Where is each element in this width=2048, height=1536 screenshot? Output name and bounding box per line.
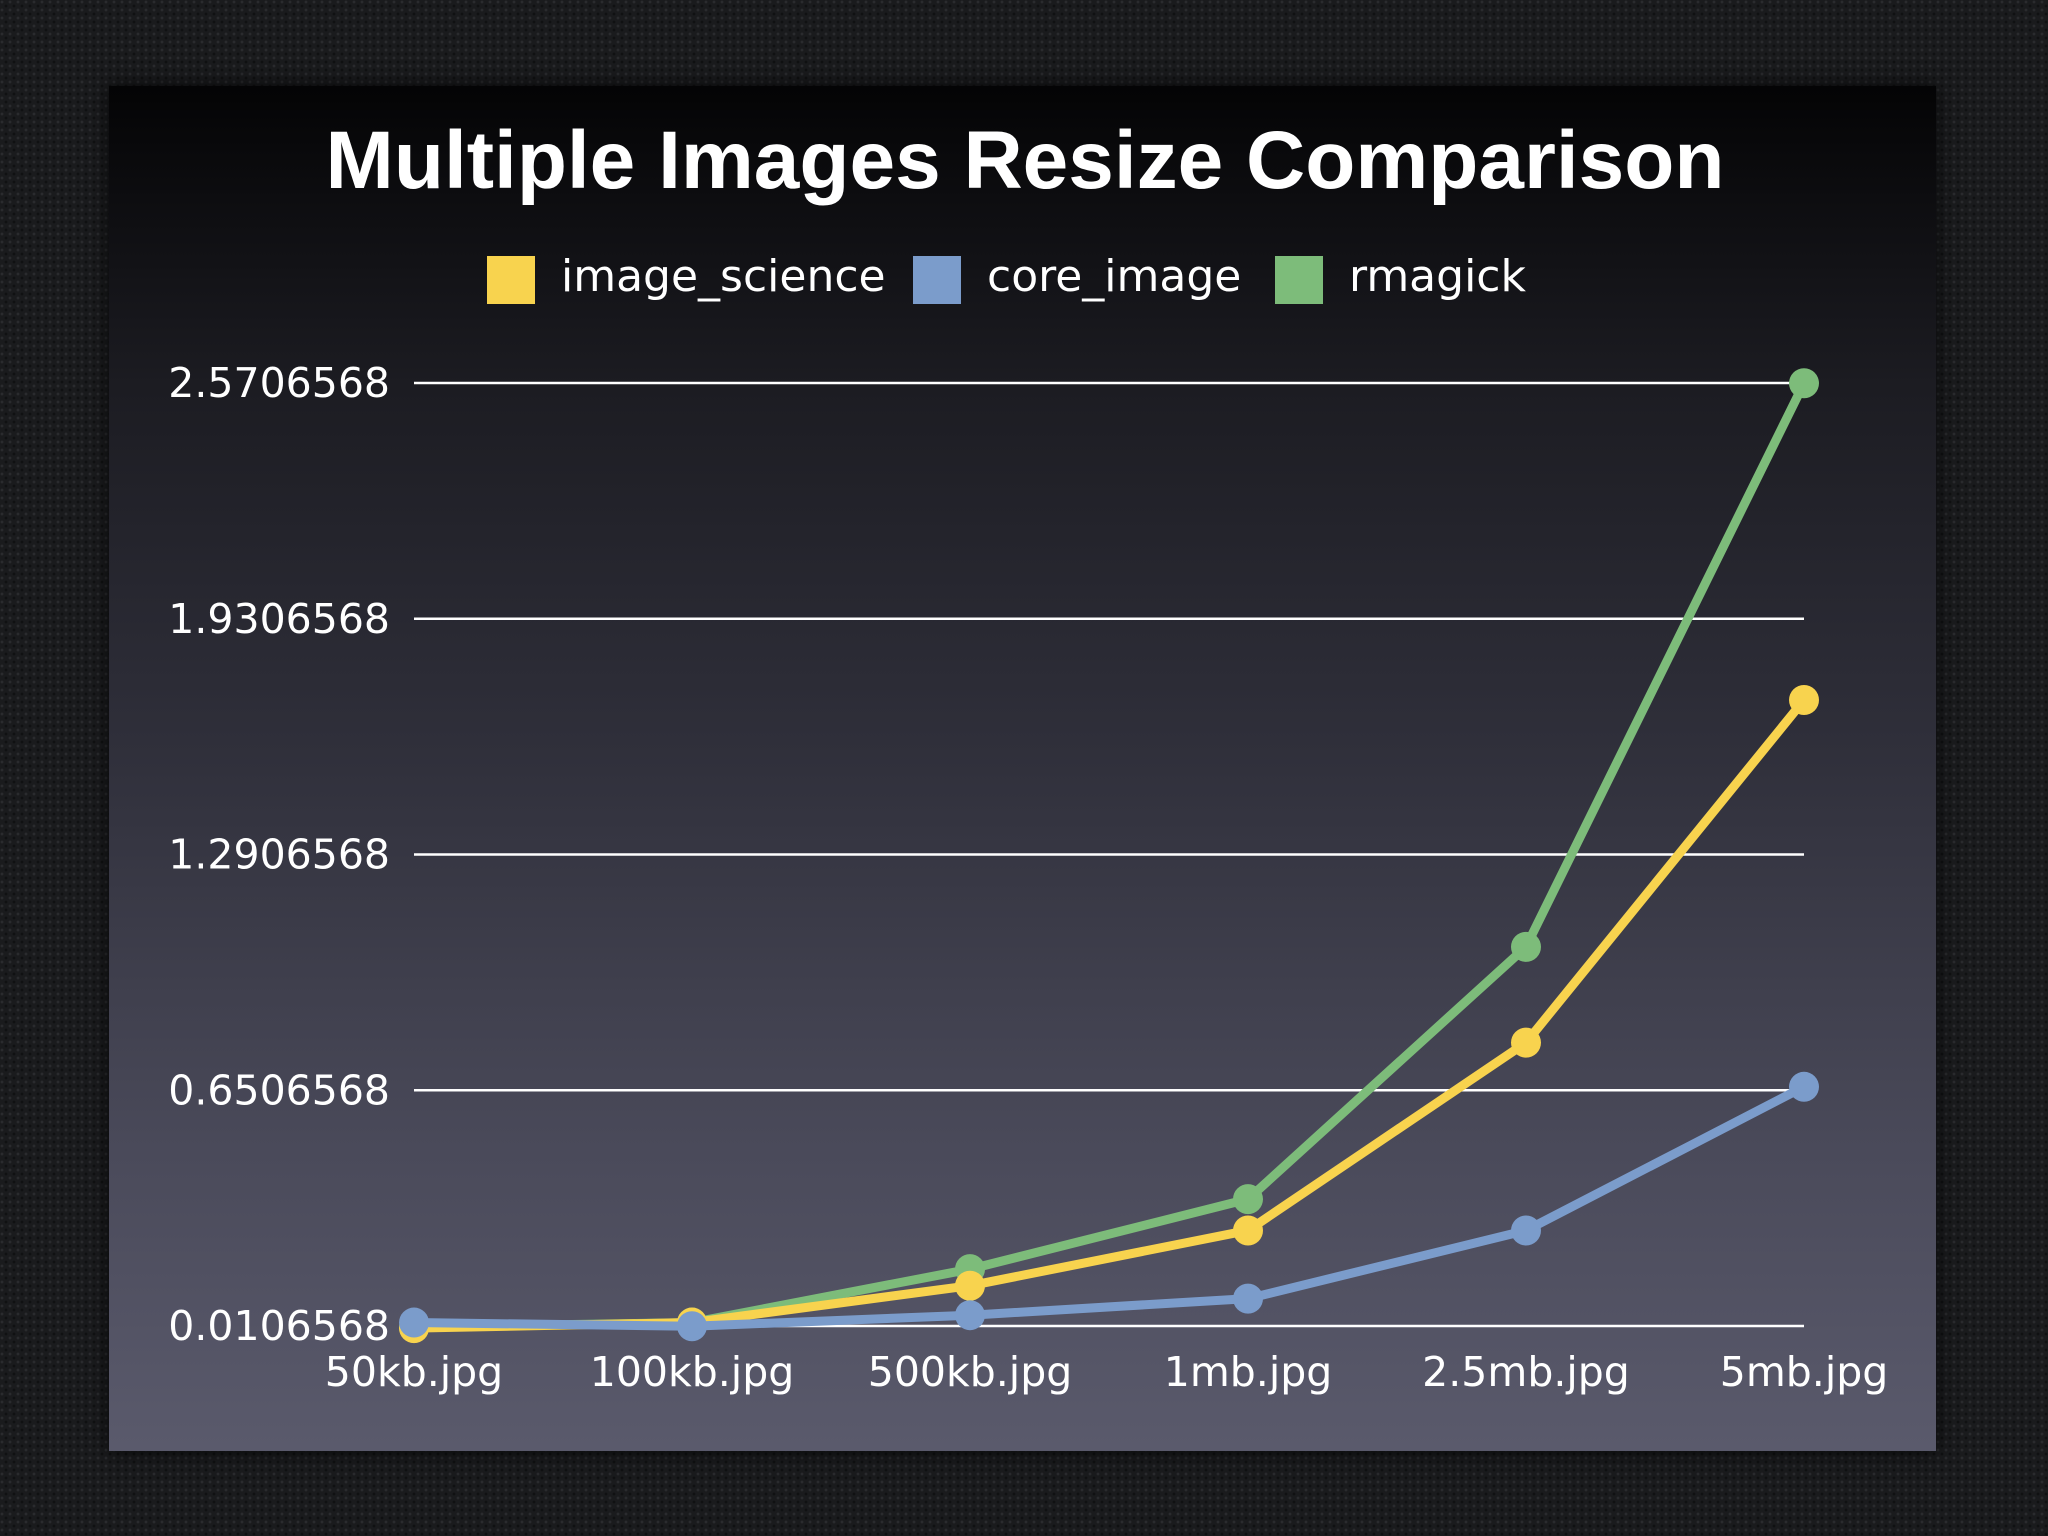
data-point [1789,1071,1819,1102]
data-point [1511,1027,1541,1058]
x-tick-label: 50kb.jpg [325,1348,503,1396]
legend: image_science core_image rmagick [487,251,1526,304]
series-lines [399,368,1819,1344]
data-point [1511,1215,1541,1246]
legend-item: rmagick [1275,251,1526,304]
x-tick-label: 1mb.jpg [1164,1348,1333,1396]
gridlines [414,381,1804,1328]
x-tick-label: 500kb.jpg [868,1348,1073,1396]
data-point [955,1270,985,1301]
legend-swatch [487,256,535,304]
data-point [1233,1215,1263,1246]
y-tick-label: 2.5706568 [168,359,390,407]
y-axis-ticks: 0.0106568 0.6506568 1.2906568 1.9306568 2.57… [168,359,390,1350]
data-point [1789,685,1819,716]
legend-item: core_image [913,251,1241,304]
data-point [1511,931,1541,962]
data-point [1233,1283,1263,1314]
data-point [955,1300,985,1331]
legend-swatch [1275,256,1323,304]
legend-item: image_science [487,251,886,304]
x-tick-label: 2.5mb.jpg [1422,1348,1630,1396]
legend-label: rmagick [1349,251,1526,302]
series-core-image [399,1071,1819,1342]
y-tick-label: 0.0106568 [168,1302,390,1350]
data-point [399,1307,429,1338]
chart-title: Multiple Images Resize Comparison [326,115,1725,206]
legend-swatch [913,256,961,304]
legend-label: image_science [561,251,886,302]
legend-label: core_image [987,251,1241,302]
x-tick-label: 100kb.jpg [590,1348,795,1396]
y-tick-label: 0.6506568 [168,1066,390,1114]
x-axis-ticks: 50kb.jpg 100kb.jpg 500kb.jpg 1mb.jpg 2.5mb.j… [325,1348,1888,1396]
y-tick-label: 1.9306568 [168,595,390,643]
x-tick-label: 5mb.jpg [1720,1348,1889,1396]
data-point [677,1311,707,1342]
y-tick-label: 1.2906568 [168,831,390,879]
data-point [1233,1184,1263,1215]
data-point [1789,368,1819,399]
chart-panel [109,86,1936,1451]
series-line [409,1082,1809,1331]
